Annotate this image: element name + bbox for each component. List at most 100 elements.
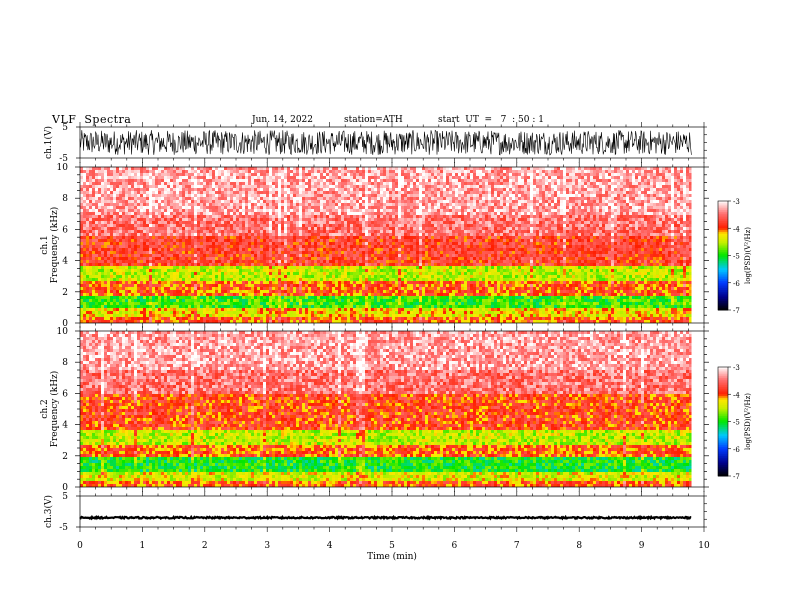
spectrogram-cell: [362, 194, 365, 197]
spectrogram-cell: [233, 263, 236, 266]
spectrogram-cell: [245, 209, 248, 212]
spectrogram-cell: [158, 290, 161, 293]
spectrogram-cell: [305, 278, 308, 281]
spectrogram-cell: [236, 173, 239, 176]
spectrogram-cell: [206, 266, 209, 269]
spectrogram-cell: [131, 293, 134, 296]
spectrogram-cell: [293, 257, 296, 260]
spectrogram-cell: [233, 269, 236, 272]
spectrogram-cell: [227, 230, 230, 233]
spectrogram-cell: [311, 263, 314, 266]
spectrogram-cell: [197, 320, 200, 323]
spectrogram-cell: [239, 317, 242, 320]
spectrogram-cell: [239, 167, 242, 170]
spectrogram-cell: [242, 242, 245, 245]
spectrogram-cell: [137, 200, 140, 203]
spectrogram-cell: [197, 260, 200, 263]
spectrogram-cell: [161, 239, 164, 242]
spectrogram-cell: [104, 302, 107, 305]
spectrogram-cell: [128, 245, 131, 248]
spectrogram-cell: [215, 272, 218, 275]
spectrogram-cell: [116, 311, 119, 314]
spectrogram-cell: [290, 221, 293, 224]
spectrogram-cell: [185, 230, 188, 233]
spectrogram-cell: [323, 275, 326, 278]
spectrogram-cell: [359, 239, 362, 242]
spectrogram-cell: [239, 269, 242, 272]
spectrogram-cell: [131, 206, 134, 209]
spectrogram-cell: [158, 254, 161, 257]
spectrogram-cell: [110, 290, 113, 293]
spectrogram-cell: [95, 278, 98, 281]
spectrogram-cell: [134, 299, 137, 302]
spectrogram-cell: [215, 230, 218, 233]
spectrogram-cell: [194, 245, 197, 248]
spectrogram-cell: [164, 299, 167, 302]
spectrogram-cell: [263, 290, 266, 293]
spectrogram-cell: [128, 284, 131, 287]
spectrogram-cell: [152, 212, 155, 215]
spectrogram-cell: [137, 182, 140, 185]
spectrogram-cell: [95, 167, 98, 170]
spectrogram-cell: [260, 266, 263, 269]
spectrogram-cell: [284, 317, 287, 320]
spectrogram-cell: [161, 248, 164, 251]
spectrogram-cell: [356, 248, 359, 251]
spectrogram-cell: [146, 290, 149, 293]
spectrogram-cell: [125, 188, 128, 191]
spectrogram-cell: [323, 218, 326, 221]
spectrogram-cell: [332, 263, 335, 266]
spectrogram-cell: [314, 221, 317, 224]
spectrogram-cell: [299, 188, 302, 191]
spectrogram-cell: [329, 284, 332, 287]
spectrogram-cell: [236, 221, 239, 224]
spectrogram-cell: [326, 293, 329, 296]
spectrogram-cell: [293, 212, 296, 215]
spectrogram-cell: [107, 215, 110, 218]
spectrogram-cell: [173, 317, 176, 320]
spectrogram-cell: [122, 257, 125, 260]
spectrogram-cell: [128, 221, 131, 224]
spectrogram-cell: [269, 224, 272, 227]
spectrogram-cell: [347, 230, 350, 233]
spectrogram-cell: [305, 320, 308, 323]
spectrogram-cell: [260, 290, 263, 293]
spectrogram-cell: [101, 269, 104, 272]
spectrogram-cell: [257, 236, 260, 239]
spectrogram-cell: [305, 245, 308, 248]
spectrogram-cell: [344, 263, 347, 266]
spectrogram-cell: [317, 170, 320, 173]
spectrogram-cell: [209, 311, 212, 314]
spectrogram-cell: [98, 251, 101, 254]
spectrogram-cell: [332, 281, 335, 284]
spectrogram-cell: [278, 194, 281, 197]
spectrogram-cell: [131, 287, 134, 290]
spectrogram-cell: [341, 287, 344, 290]
spectrogram-cell: [92, 242, 95, 245]
spectrogram-cell: [206, 314, 209, 317]
spectrogram-cell: [320, 248, 323, 251]
spectrogram-cell: [281, 182, 284, 185]
spectrogram-cell: [299, 299, 302, 302]
spectrogram-cell: [359, 182, 362, 185]
spectrogram-cell: [197, 248, 200, 251]
spectrogram-cell: [242, 239, 245, 242]
spectrogram-cell: [347, 188, 350, 191]
spectrogram-cell: [170, 296, 173, 299]
spectrogram-cell: [320, 236, 323, 239]
spectrogram-cell: [293, 215, 296, 218]
spectrogram-cell: [209, 245, 212, 248]
spectrogram-cell: [209, 221, 212, 224]
spectrogram-cell: [266, 248, 269, 251]
spectrogram-cell: [221, 182, 224, 185]
spectrogram-cell: [311, 185, 314, 188]
spectrogram-cell: [131, 218, 134, 221]
spectrogram-cell: [116, 281, 119, 284]
spectrogram-cell: [356, 218, 359, 221]
spectrogram-cell: [173, 311, 176, 314]
spectrogram-cell: [155, 314, 158, 317]
spectrogram-cell: [335, 197, 338, 200]
spectrogram-cell: [332, 278, 335, 281]
spectrogram-cell: [275, 179, 278, 182]
spectrogram-cell: [287, 269, 290, 272]
